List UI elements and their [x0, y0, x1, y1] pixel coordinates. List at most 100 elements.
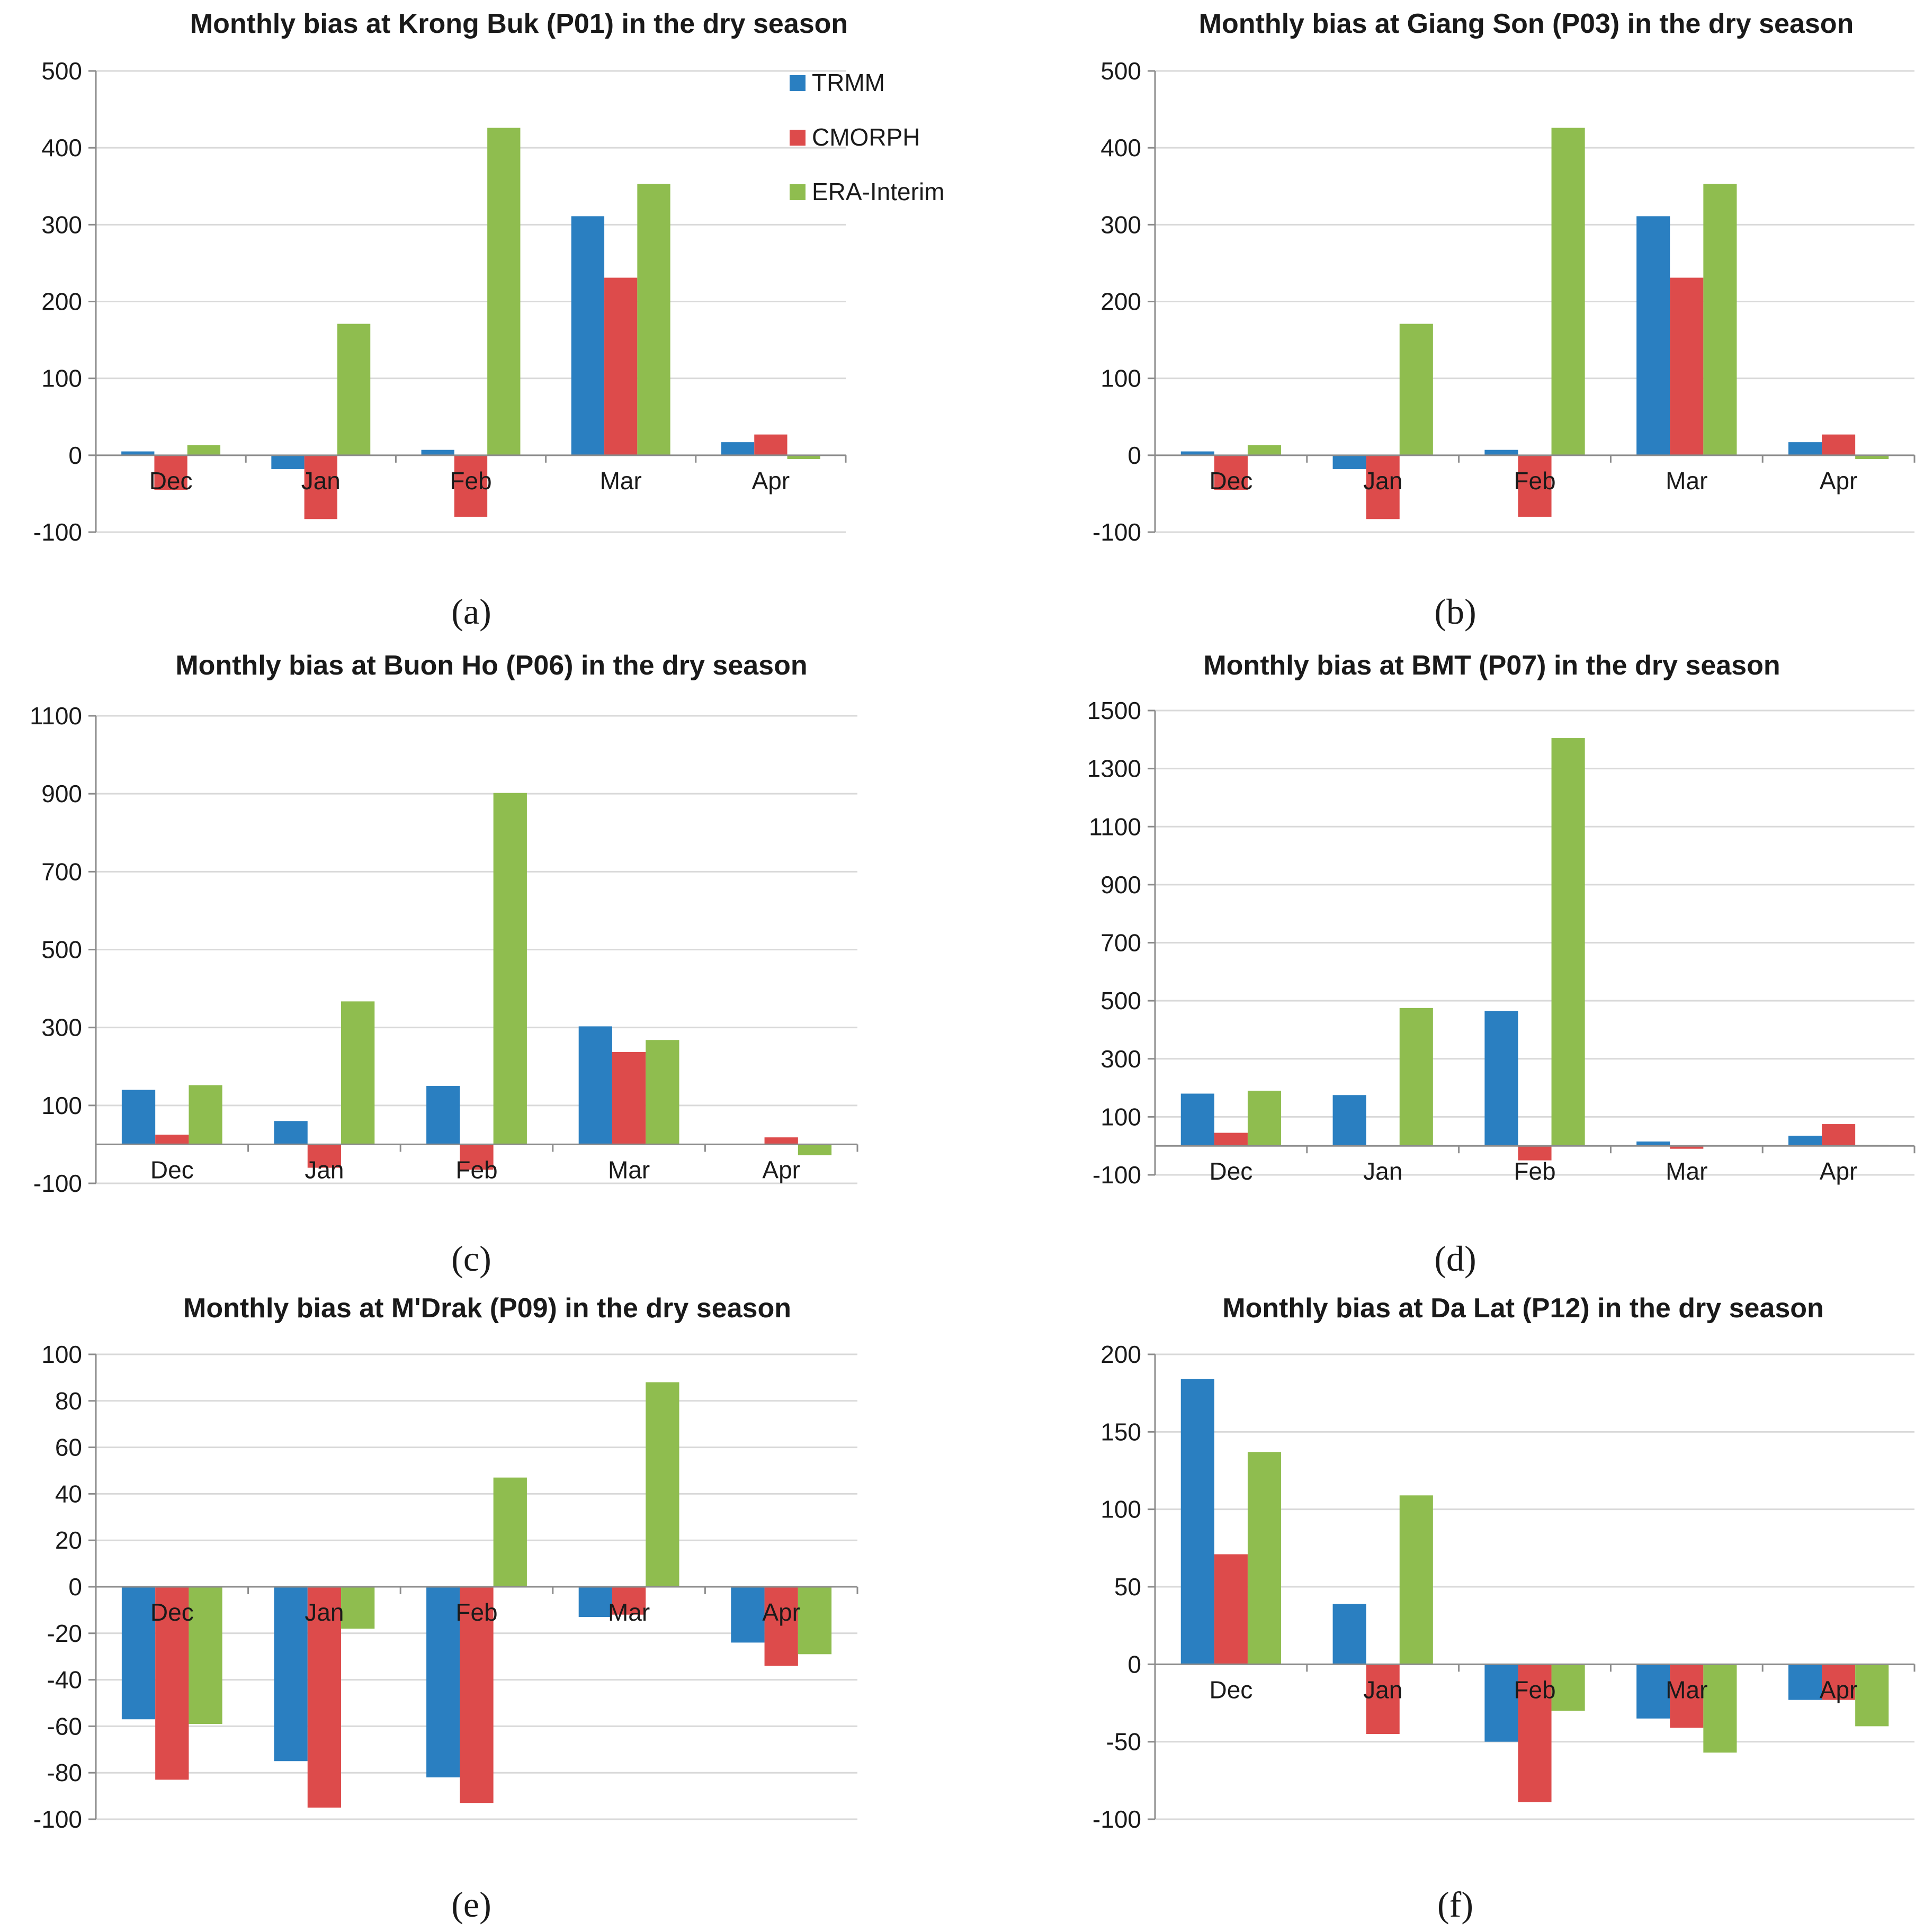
- bar-cmorph-feb: [1518, 1664, 1552, 1802]
- category-label-mar: Mar: [1666, 1676, 1707, 1703]
- bar-cmorph-dec: [1214, 1133, 1248, 1146]
- bar-cmorph-feb: [1518, 1146, 1552, 1161]
- bar-trmm-apr: [1788, 1664, 1822, 1700]
- y-tick-label: 300: [41, 1014, 82, 1041]
- bar-trmm-mar: [1636, 216, 1670, 455]
- bar-trmm-feb: [426, 1587, 460, 1777]
- y-tick-label: 200: [41, 288, 82, 316]
- bar-cmorph-jan: [1366, 455, 1400, 519]
- y-tick-label: 100: [1100, 1496, 1141, 1523]
- y-tick-label: 0: [68, 442, 82, 469]
- bar-trmm-apr: [731, 1587, 765, 1643]
- y-tick-label: 300: [1100, 211, 1141, 238]
- category-label-jan: Jan: [305, 1156, 344, 1183]
- category-label-dec: Dec: [149, 467, 193, 495]
- bar-era-interim-jan: [337, 324, 371, 455]
- category-label-jan: Jan: [301, 467, 341, 495]
- bar-era-interim-feb: [493, 1477, 527, 1587]
- y-tick-label: -80: [47, 1759, 82, 1786]
- legend-label-trmm: TRMM: [812, 69, 885, 96]
- category-label-feb: Feb: [455, 1598, 497, 1626]
- bar-era-interim-jan: [1399, 324, 1433, 455]
- category-label-apr: Apr: [1820, 1157, 1858, 1185]
- bar-era-interim-jan: [341, 1587, 375, 1629]
- bar-trmm-dec: [1180, 451, 1214, 455]
- bar-trmm-feb: [1484, 450, 1518, 455]
- y-tick-label: 100: [41, 365, 82, 392]
- y-tick-label: 300: [41, 211, 82, 238]
- category-label-apr: Apr: [1820, 467, 1858, 495]
- chart-title: Monthly bias at Giang Son (P03) in the d…: [1199, 8, 1854, 39]
- bar-cmorph-dec: [1214, 455, 1248, 490]
- bar-cmorph-apr: [754, 434, 788, 455]
- bar-era-interim-jan: [1399, 1495, 1433, 1665]
- category-label-mar: Mar: [1666, 1157, 1707, 1185]
- bar-trmm-dec: [121, 1587, 156, 1720]
- bar-trmm-jan: [274, 1121, 308, 1145]
- y-tick-label: 700: [1100, 929, 1141, 957]
- bar-era-interim-dec: [1247, 1091, 1282, 1146]
- bar-trmm-jan: [1332, 1604, 1366, 1665]
- chart-panel-a: Monthly bias at Krong Buk (P01) in the d…: [33, 8, 945, 632]
- category-label-feb: Feb: [450, 467, 491, 495]
- y-tick-label: -100: [33, 1805, 82, 1833]
- y-tick-label: -60: [47, 1712, 82, 1740]
- category-label-dec: Dec: [1209, 1157, 1252, 1185]
- category-label-apr: Apr: [752, 467, 790, 495]
- category-label-jan: Jan: [1363, 1676, 1402, 1703]
- bar-era-interim-feb: [1551, 128, 1585, 455]
- bar-trmm-jan: [274, 1587, 308, 1762]
- chart-title: Monthly bias at M'Drak (P09) in the dry …: [183, 1293, 791, 1324]
- bar-era-interim-jan: [341, 1001, 375, 1145]
- bar-era-interim-mar: [637, 184, 670, 455]
- y-tick-label: 200: [1100, 1341, 1141, 1368]
- bar-trmm-dec: [1180, 1093, 1214, 1146]
- panel-label: (b): [1434, 591, 1476, 632]
- bar-cmorph-mar: [604, 277, 638, 455]
- y-tick-label: 200: [1100, 288, 1141, 316]
- category-label-feb: Feb: [1514, 1157, 1555, 1185]
- y-tick-label: 100: [1100, 1103, 1141, 1130]
- y-tick-label: 50: [1114, 1573, 1141, 1601]
- y-tick-label: 0: [68, 1573, 82, 1601]
- y-tick-label: 150: [1100, 1418, 1141, 1445]
- category-label-dec: Dec: [150, 1156, 194, 1183]
- chart-title: Monthly bias at BMT (P07) in the dry sea…: [1203, 650, 1780, 681]
- bar-era-interim-dec: [189, 1085, 222, 1145]
- category-label-jan: Jan: [305, 1598, 344, 1626]
- y-tick-label: 500: [1100, 57, 1141, 85]
- bar-era-interim-dec: [189, 1587, 222, 1724]
- bar-cmorph-jan: [304, 455, 337, 519]
- bar-cmorph-apr: [764, 1587, 798, 1666]
- bar-cmorph-dec: [155, 1587, 189, 1780]
- bar-cmorph-feb: [460, 1144, 494, 1170]
- bar-trmm-dec: [1180, 1379, 1214, 1665]
- y-tick-label: 900: [41, 780, 82, 807]
- bar-era-interim-apr: [798, 1587, 832, 1655]
- category-label-mar: Mar: [600, 467, 642, 495]
- y-tick-label: -100: [33, 518, 82, 546]
- bar-cmorph-apr: [1822, 434, 1856, 455]
- category-label-apr: Apr: [762, 1598, 800, 1626]
- y-tick-label: -100: [1093, 1805, 1141, 1833]
- bar-era-interim-dec: [187, 445, 221, 455]
- bar-cmorph-apr: [764, 1137, 798, 1145]
- bar-cmorph-mar: [1670, 277, 1704, 455]
- category-label-mar: Mar: [1666, 467, 1707, 495]
- category-label-apr: Apr: [762, 1156, 800, 1183]
- category-label-mar: Mar: [608, 1598, 650, 1626]
- legend-swatch-era-interim: [790, 184, 806, 200]
- bar-cmorph-mar: [1670, 1664, 1704, 1728]
- category-label-feb: Feb: [1514, 467, 1555, 495]
- bar-trmm-jan: [1332, 1095, 1366, 1146]
- y-tick-label: 900: [1100, 871, 1141, 898]
- y-tick-label: -50: [1106, 1728, 1141, 1756]
- y-tick-label: 100: [41, 1092, 82, 1119]
- chart-panel-b: Monthly bias at Giang Son (P03) in the d…: [1093, 8, 1916, 632]
- y-tick-label: -100: [1093, 518, 1141, 546]
- bar-cmorph-jan: [307, 1144, 342, 1168]
- legend-swatch-trmm: [790, 75, 806, 91]
- y-tick-label: 1300: [1087, 755, 1141, 783]
- bar-trmm-dec: [121, 1090, 156, 1145]
